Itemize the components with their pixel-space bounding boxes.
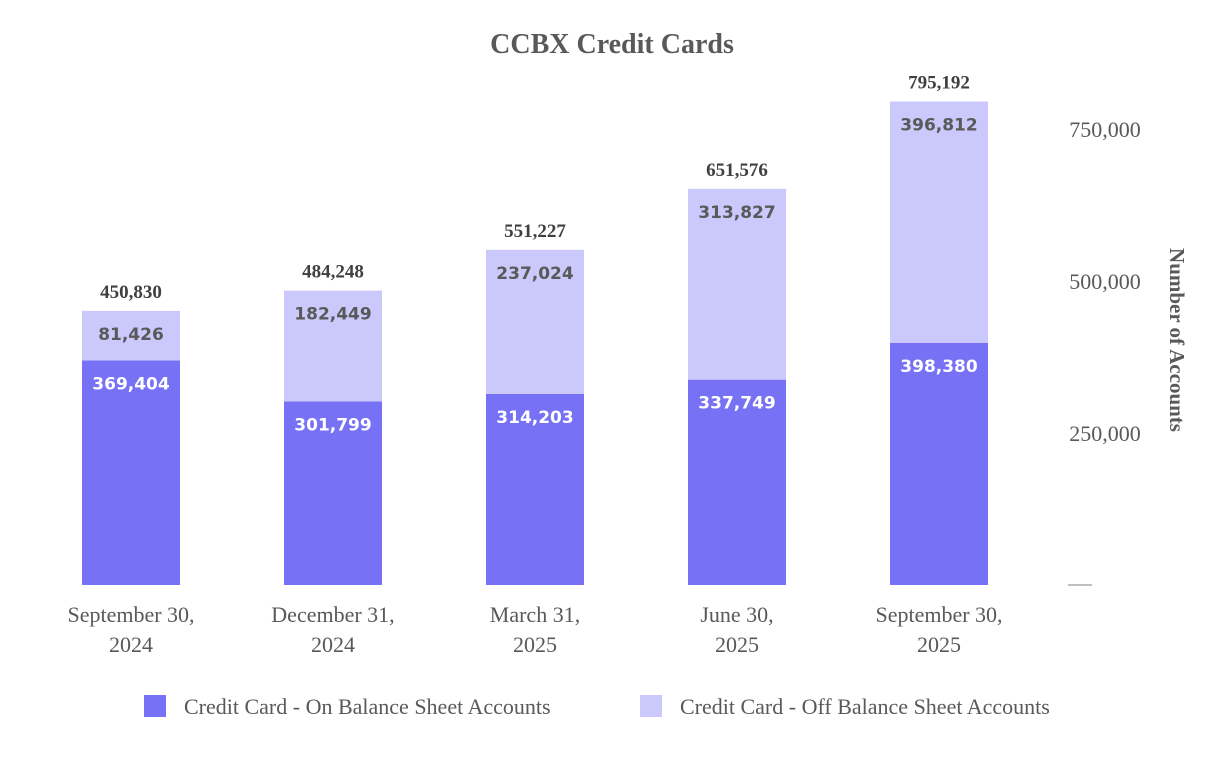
bar-off-balance — [82, 310, 180, 361]
data-label: 313,827 — [698, 203, 775, 223]
x-tick-label: March 31, — [490, 602, 580, 627]
bar-off-balance — [284, 290, 382, 402]
x-tick-label: September 30, — [67, 602, 194, 627]
total-label: 551,227 — [504, 221, 566, 242]
x-tick-label: 2025 — [917, 632, 961, 657]
data-label: 314,203 — [496, 408, 573, 428]
y-tick-label: 750,000 — [1069, 117, 1141, 142]
bar-off-balance — [486, 249, 584, 394]
x-tick-label: June 30, — [700, 602, 773, 627]
bar-on-balance — [284, 401, 382, 585]
bar-on-balance — [890, 342, 988, 585]
total-label: 795,192 — [908, 73, 970, 94]
legend-swatch — [144, 695, 166, 717]
total-label: 651,576 — [706, 160, 768, 181]
bar-on-balance — [82, 360, 180, 585]
bar-off-balance — [890, 101, 988, 343]
data-label: 337,749 — [698, 394, 775, 414]
x-tick-label: December 31, — [271, 602, 394, 627]
x-tick-label: 2024 — [311, 632, 355, 657]
legend-label: Credit Card - Off Balance Sheet Accounts — [680, 694, 1050, 719]
data-label: 237,024 — [496, 264, 574, 284]
bar-off-balance — [688, 188, 786, 380]
data-label: 396,812 — [900, 116, 977, 136]
data-label: 301,799 — [294, 416, 371, 436]
chart-title: CCBX Credit Cards — [490, 29, 734, 60]
y-tick-label: 250,000 — [1069, 421, 1141, 446]
data-label: 81,426 — [98, 325, 164, 345]
y-axis-label: Number of Accounts — [1165, 248, 1189, 432]
legend-swatch — [640, 695, 662, 717]
data-label: 369,404 — [92, 374, 170, 394]
data-label: 182,449 — [294, 305, 371, 325]
y-tick-label: 500,000 — [1069, 269, 1141, 294]
x-tick-label: 2025 — [513, 632, 557, 657]
total-label: 484,248 — [302, 262, 364, 283]
bar-on-balance — [486, 393, 584, 585]
data-label: 398,380 — [900, 357, 978, 377]
x-tick-label: 2025 — [715, 632, 759, 657]
total-label: 450,830 — [100, 282, 162, 303]
bar-on-balance — [688, 379, 786, 585]
x-tick-label: September 30, — [875, 602, 1002, 627]
x-tick-label: 2024 — [109, 632, 153, 657]
legend-label: Credit Card - On Balance Sheet Accounts — [184, 694, 551, 719]
